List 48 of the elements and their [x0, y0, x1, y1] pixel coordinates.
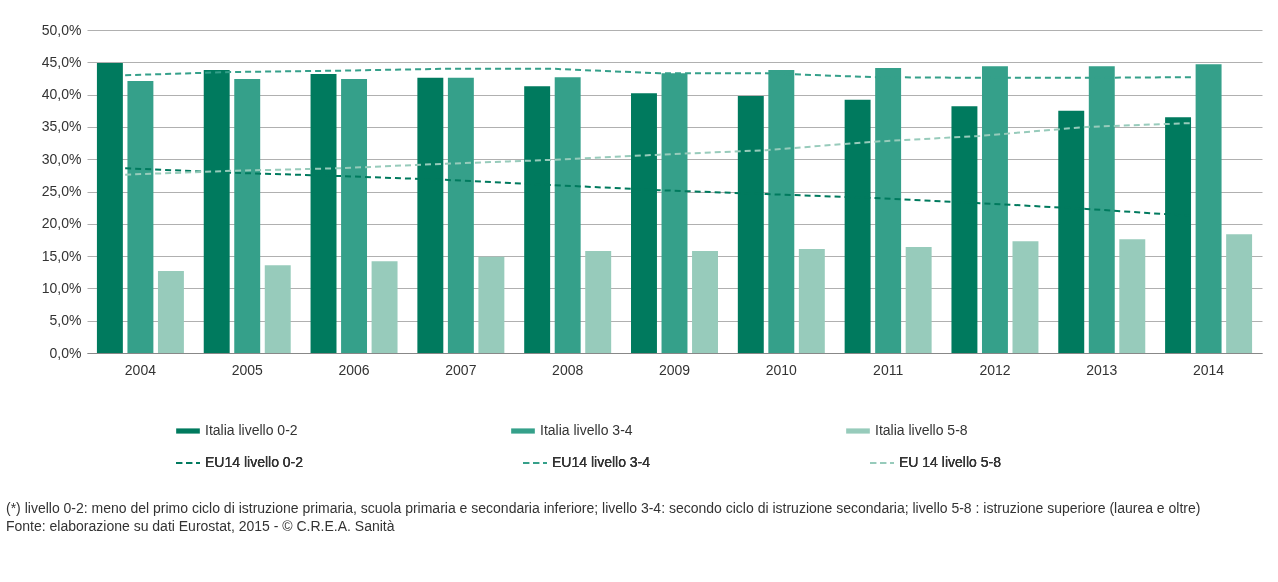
x-tick-label: 2014: [1193, 361, 1225, 378]
x-tick-label: 2010: [765, 361, 798, 378]
legend-label: Italia livello 0-2: [205, 422, 298, 438]
x-tick-label: 2012: [979, 361, 1011, 378]
y-tick-label: 5,0%: [49, 312, 82, 329]
y-tick-label: 15,0%: [41, 247, 82, 264]
y-tick-label: 45,0%: [41, 53, 82, 70]
y-tick-label: 25,0%: [41, 183, 82, 199]
y-tick-label: 0,0%: [49, 344, 82, 361]
bar: [905, 247, 932, 353]
bar: [692, 250, 718, 353]
bar: [478, 256, 505, 353]
y-tick-label: 20,0%: [41, 215, 82, 232]
y-tick-label: 40,0%: [41, 86, 82, 103]
x-tick-label: 2013: [1086, 361, 1118, 378]
bar: [234, 79, 261, 353]
legend-label: Italia livello 3-4: [540, 422, 633, 438]
x-tick-label: 2008: [552, 361, 584, 378]
y-tick-label: 30,0%: [41, 150, 82, 167]
bar: [1119, 239, 1146, 353]
x-tick-label: 2005: [231, 361, 264, 378]
legend-label: EU14 livello 0-2: [205, 454, 304, 470]
bar: [96, 62, 123, 353]
bar: [127, 81, 154, 353]
x-tick-label: 2011: [873, 361, 904, 378]
source-note: Fonte: elaborazione su dati Eurostat, 2015 - © C.R.E.A. Sanità: [6, 517, 396, 535]
text: (*) livello 0-2: meno del primo ciclo di istruzione primaria, scuola primaria e secondaria inferiore; livello 3-4: secondo ciclo di istruzione secondaria; livello 5-8 : istruzione superiore (laurea e oltre): [6, 499, 1202, 517]
bar: [371, 261, 398, 353]
legend-label: EU 14 livello 5-8: [899, 454, 1002, 470]
x-tick-label: 2006: [338, 361, 370, 378]
x-tick-label: 2009: [658, 361, 691, 378]
y-tick-label: 50,0%: [41, 21, 82, 38]
bar: [1012, 241, 1039, 353]
x-tick-label: 2004: [124, 361, 157, 378]
bar: [1226, 234, 1253, 353]
bar: [798, 248, 825, 353]
legend-label: EU14 livello 3-4: [552, 454, 651, 470]
bar: [447, 77, 474, 353]
x-tick-label: 2007: [445, 361, 477, 378]
bar: [341, 79, 368, 353]
bar: [1195, 64, 1222, 353]
bar: [554, 77, 581, 353]
legend-label: Italia livello 5-8: [875, 422, 968, 438]
y-tick-label: 35,0%: [41, 118, 82, 135]
bar: [264, 265, 291, 353]
bar: [157, 270, 184, 353]
y-tick-label: 10,0%: [41, 279, 82, 296]
bar: [585, 250, 612, 353]
